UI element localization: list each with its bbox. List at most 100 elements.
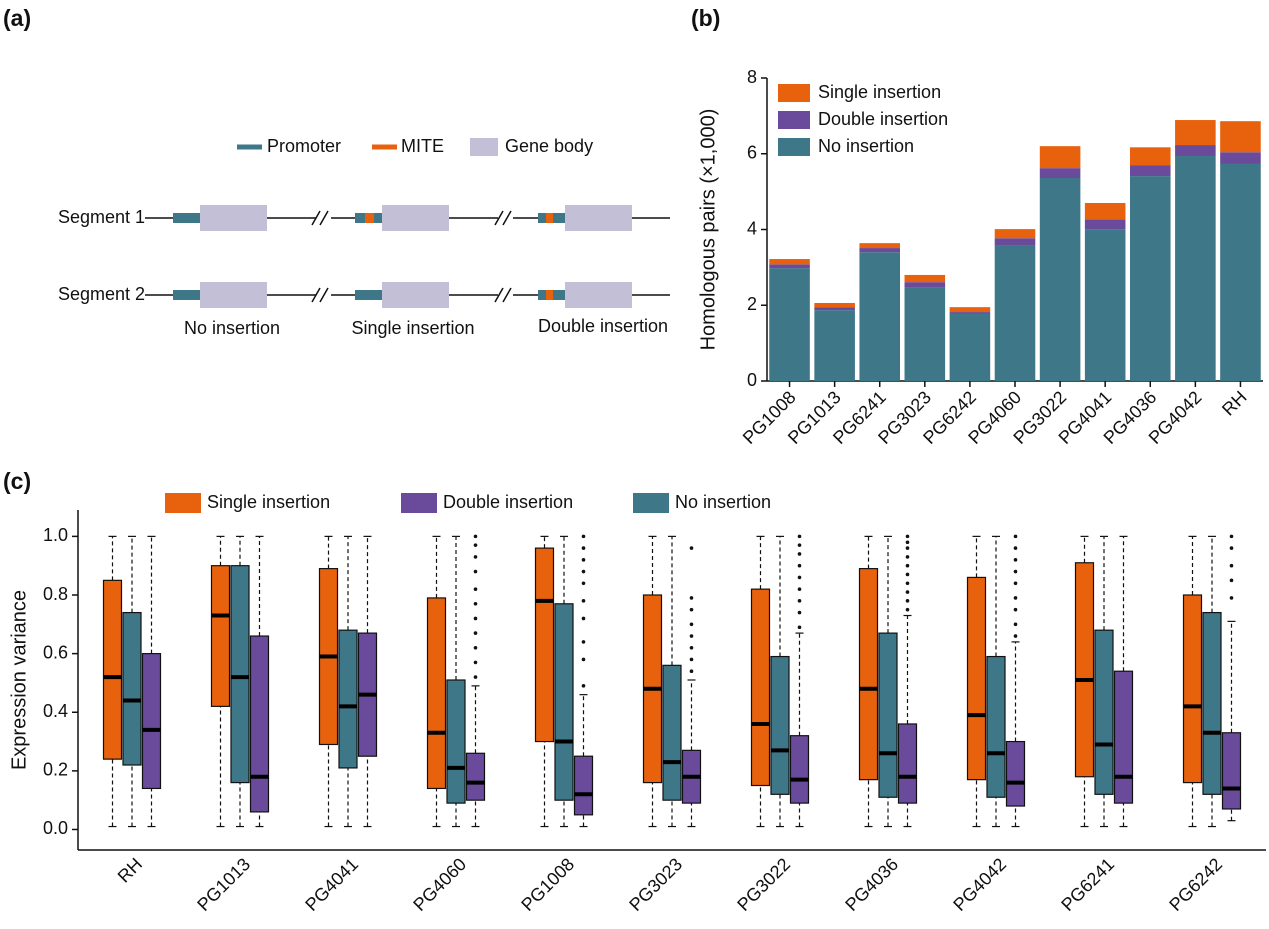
outlier xyxy=(1013,596,1018,600)
outlier xyxy=(905,581,910,586)
y-tick-label: 0.6 xyxy=(43,642,68,662)
x-tick-label: PG3022 xyxy=(733,854,794,915)
x-tick-label: PG4041 xyxy=(301,854,362,915)
box xyxy=(878,632,898,798)
outlier xyxy=(905,599,910,603)
outlier xyxy=(1229,578,1234,583)
outlier xyxy=(1229,563,1234,568)
box xyxy=(230,565,250,784)
outlier xyxy=(473,543,478,547)
y-tick-label: 1.0 xyxy=(43,525,68,545)
column-label: Single insertion xyxy=(351,318,474,338)
outlier xyxy=(473,569,478,574)
column-label: No insertion xyxy=(184,318,280,338)
outlier xyxy=(581,546,586,550)
box xyxy=(897,723,918,804)
outlier xyxy=(581,581,586,586)
outlier xyxy=(797,625,802,630)
outlier xyxy=(905,555,910,559)
x-tick-label: PG4060 xyxy=(409,854,470,915)
legend-label: Single insertion xyxy=(207,492,330,512)
y-axis-label: Expression variance xyxy=(8,590,30,770)
row-label: Segment 2 xyxy=(58,284,145,304)
bar-segment xyxy=(904,287,946,381)
outlier xyxy=(689,657,694,662)
box xyxy=(249,635,270,813)
outlier xyxy=(689,607,694,612)
bar-segment xyxy=(994,238,1036,246)
bar-segment xyxy=(904,282,946,288)
bar-segment xyxy=(814,302,855,308)
box xyxy=(465,752,486,801)
bar-segment xyxy=(949,312,991,314)
bar-segment xyxy=(1129,165,1171,177)
box xyxy=(534,547,555,743)
box xyxy=(1074,562,1095,778)
bar-segment xyxy=(949,313,991,381)
outlier xyxy=(473,587,478,591)
legend-swatch xyxy=(778,111,810,129)
bar-segment xyxy=(859,248,901,253)
y-tick-label: 0.4 xyxy=(43,701,68,721)
legend-label: No insertion xyxy=(818,136,914,156)
box xyxy=(122,611,142,766)
bar-segment xyxy=(1129,176,1171,381)
y-tick-label: 0 xyxy=(747,370,757,390)
outlier xyxy=(473,631,478,635)
box xyxy=(858,568,879,781)
legend-label: MITE xyxy=(401,136,444,156)
legend-label: Double insertion xyxy=(443,492,573,512)
outlier xyxy=(1013,607,1018,612)
outlier xyxy=(473,660,478,665)
diagram: (a) Promoter MITE Gene body Segment 1 Se… xyxy=(3,5,670,338)
outlier xyxy=(689,622,694,627)
panel-label: (b) xyxy=(691,5,720,31)
outlier xyxy=(581,558,586,562)
outlier xyxy=(797,543,802,547)
bar-segment xyxy=(1039,146,1081,169)
outlier xyxy=(1013,581,1018,586)
outlier xyxy=(689,634,694,638)
box xyxy=(1182,594,1203,784)
outlier xyxy=(1013,634,1018,638)
outlier xyxy=(473,534,478,539)
bar-segment xyxy=(769,264,810,269)
box xyxy=(102,579,123,760)
outlier xyxy=(1013,534,1018,539)
outlier xyxy=(905,563,910,568)
bar-segment xyxy=(1175,156,1216,381)
box xyxy=(966,576,987,781)
legend-swatch xyxy=(401,493,437,513)
x-tick-label: PG4036 xyxy=(841,854,902,915)
legend-swatch xyxy=(778,138,810,156)
box xyxy=(750,588,771,787)
row-label: Segment 1 xyxy=(58,207,145,227)
bar-segment xyxy=(1084,202,1126,220)
bar-segment xyxy=(1084,229,1126,381)
bar-segment xyxy=(1220,152,1261,164)
gene-elements xyxy=(173,205,632,308)
legend-label: Double insertion xyxy=(818,109,948,129)
outlier xyxy=(797,610,802,615)
x-tick-label: PG4042 xyxy=(949,854,1010,915)
box xyxy=(210,565,231,707)
bar-segment xyxy=(859,252,901,381)
outlier xyxy=(1013,622,1018,627)
bar-segment xyxy=(814,310,855,381)
y-tick-label: 0.2 xyxy=(43,760,68,780)
outlier xyxy=(581,599,586,603)
bar-segment xyxy=(1039,168,1081,178)
box xyxy=(1005,740,1026,807)
outlier xyxy=(797,587,802,591)
column-label: Double insertion xyxy=(538,316,668,336)
box xyxy=(426,597,447,790)
outlier xyxy=(473,616,478,621)
outlier xyxy=(905,590,910,594)
outlier xyxy=(581,657,586,662)
box xyxy=(1202,611,1222,795)
outlier xyxy=(797,534,802,539)
bar-segment xyxy=(859,243,901,249)
x-tick-label: PG6241 xyxy=(1057,854,1118,915)
outlier xyxy=(797,563,802,568)
outlier xyxy=(905,540,910,545)
